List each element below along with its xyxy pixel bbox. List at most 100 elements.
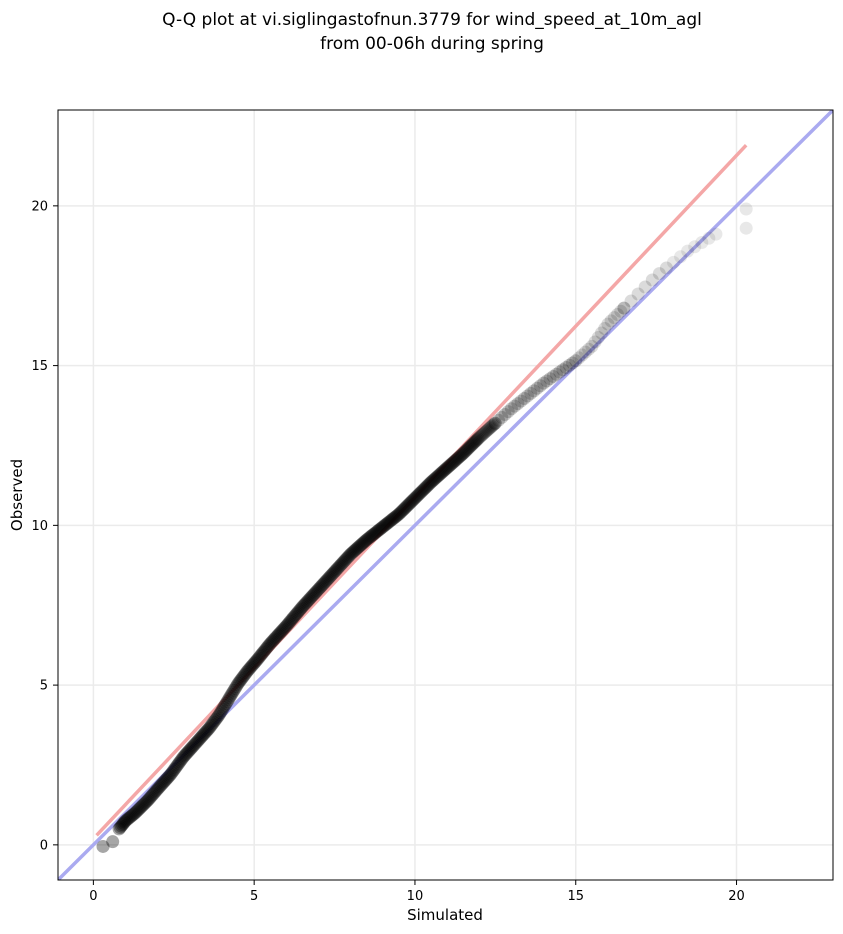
quantile-point [118,815,132,829]
quantile-point [370,525,384,539]
quantile-point [162,770,176,784]
quantile-point [473,429,487,443]
quantile-point [209,712,223,726]
quantile-point [282,616,296,630]
quantile-point [172,756,186,770]
quantile-point [177,749,191,763]
quantile-point [339,552,353,566]
y-tick-label: 15 [31,359,48,374]
quantile-point [314,580,328,594]
quantile-point [450,452,464,466]
quantile-point [407,492,421,506]
quantile-point [325,568,339,582]
quantile-point [212,708,226,722]
quantile-point [652,267,666,281]
quantile-point [624,294,638,308]
quantile-point [130,804,144,818]
quantile-point [175,752,189,766]
quantile-point [137,797,151,811]
quantile-point [611,307,625,321]
quantile-point [226,685,240,699]
quantile-point [396,503,410,517]
quantile-point [585,339,599,353]
quantile-point [167,763,181,777]
quantile-point [454,448,468,462]
quantile-point [533,379,547,393]
quantile-point [607,311,621,325]
quantile-point [479,424,493,438]
quantile-point [392,507,406,521]
quantile-point [146,788,160,802]
quantile-point [247,656,261,670]
quantile-point [504,402,518,416]
quantile-point [666,255,680,269]
quantile-point [326,566,340,580]
quantile-point [335,557,349,571]
quantile-point [383,514,397,528]
quantile-point [617,301,631,315]
quantile-point [327,565,341,579]
quantile-point [444,457,458,471]
quantile-point [459,444,473,458]
quantile-point [402,497,416,511]
quantile-point [171,758,185,772]
quantile-point [121,812,135,826]
quantile-point [160,771,174,785]
quantile-point [436,464,450,478]
quantile-point [417,482,431,496]
quantile-point [293,602,307,616]
quantile-point [371,524,385,538]
quantile-point [484,420,498,434]
quantile-point [164,767,178,781]
quantile-point [468,435,482,449]
quantile-point [458,445,472,459]
quantile-point [559,361,573,375]
quantile-point [431,469,445,483]
quantile-point [449,453,463,467]
quantile-point [231,676,245,690]
plot-frame [57,109,834,881]
quantile-point [170,759,184,773]
quantile-point [262,638,276,652]
quantile-point [338,553,352,567]
quantile-point [290,606,304,620]
quantile-point [591,330,605,344]
quantile-point [324,569,338,583]
quantile-point [409,490,423,504]
quantile-point [601,317,615,331]
quantile-point [453,449,467,463]
quantile-point [374,521,388,535]
quantile-point [365,528,379,542]
quantile-point [211,709,225,723]
quantile-point [702,231,716,245]
quantile-point [348,543,362,557]
quantile-point [297,598,311,612]
quantile-point [388,510,402,524]
quantile-point [201,722,215,736]
quantile-point [442,459,456,473]
quantile-point [329,563,343,577]
quantile-point [488,416,502,430]
quantile-point [404,496,418,510]
quantile-point [230,678,244,692]
quantile-point [674,250,688,264]
quantile-point [276,622,290,636]
quantile-point [352,540,366,554]
quantile-point [362,531,376,545]
quantile-point [543,372,557,386]
quantile-point [257,644,271,658]
quantile-point [540,374,554,388]
quantile-point [462,441,476,455]
quantile-point [426,473,440,487]
quantile-point [316,578,330,592]
quantile-point [517,392,531,406]
quantile-point [204,718,218,732]
quantile-point [423,476,437,490]
quantile-point [225,687,239,701]
quantile-point [351,541,365,555]
quantile-point [243,661,257,675]
quantile-point [141,793,155,807]
quantile-point [317,576,331,590]
quantile-point [427,472,441,486]
